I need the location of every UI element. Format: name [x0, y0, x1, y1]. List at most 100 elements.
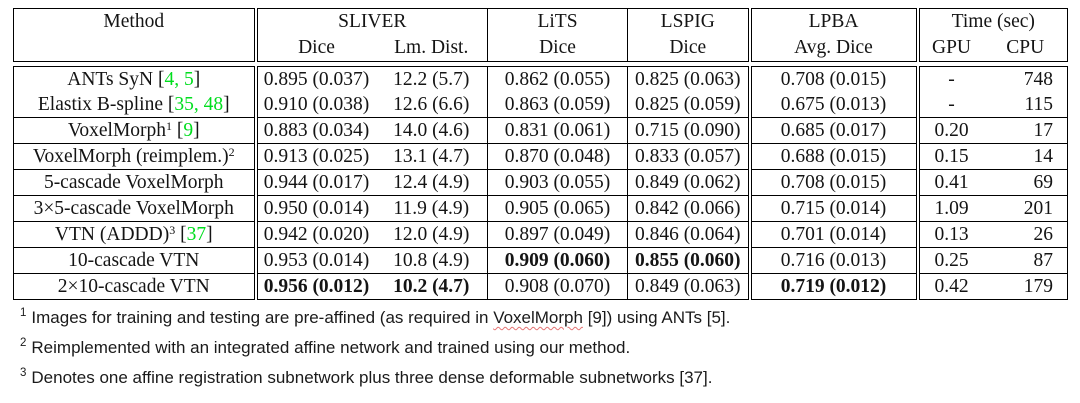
cpu-time-cell: 17	[983, 117, 1068, 144]
cpu-time-cell: 201	[983, 195, 1068, 222]
section-voxelmorph: VoxelMorph1 [9] 0.883 (0.034) 14.0 (4.6)…	[13, 117, 1068, 222]
subheader-sliver-dice: Dice	[253, 35, 376, 62]
lits-dice-cell: 0.870 (0.048)	[487, 143, 628, 170]
footnote-3-text: Denotes one affine registration subnetwo…	[31, 368, 713, 387]
method-name: VTN (ADDD)	[54, 223, 170, 245]
footnote-1-text: Images for training and testing are pre-…	[31, 308, 494, 327]
subheader-sliver-lm-dist: Lm. Dist.	[394, 37, 469, 58]
sliver-lm-dist-cell: 12.2 (5.7)	[393, 68, 470, 90]
method-cell: VoxelMorph (reimplem.)2	[13, 143, 256, 170]
cite-bracket-open: [	[153, 68, 165, 90]
gpu-time-cell: -	[915, 66, 984, 92]
cite-bracket-close: ]	[206, 223, 213, 245]
sliver-dice-cell: 0.944 (0.017)	[253, 169, 376, 196]
method-cell: VTN (ADDD)3 [37]	[13, 221, 256, 248]
method-cell: 3×5-cascade VoxelMorph	[13, 195, 256, 222]
cite-bracket-close: ]	[223, 93, 230, 115]
header-row-subcolumns: Dice Lm. Dist. Dice Dice Avg. Dice GPU C…	[14, 35, 1068, 62]
lspig-dice-cell: 0.846 (0.064)	[627, 221, 750, 248]
sliver-dice-cell: 0.910 (0.038)	[253, 92, 376, 118]
cite-bracket-open: [	[172, 119, 184, 141]
cpu-time-cell: 748	[1023, 68, 1053, 90]
citation-number: 35, 48	[174, 93, 224, 115]
table-row: 5-cascade VoxelMorph 0.944 (0.017) 12.4 …	[13, 169, 1068, 196]
citation-number: 37	[186, 223, 207, 245]
table-row: VTN (ADDD)3 [37] 0.942 (0.020) 12.0 (4.9…	[13, 221, 1068, 248]
lspig-dice-cell: 0.833 (0.057)	[627, 143, 750, 170]
lits-dice-cell: 0.909 (0.060)	[487, 247, 628, 274]
sliver-dice-cell: 0.913 (0.025)	[253, 143, 376, 170]
sliver-dice-cell: 0.883 (0.034)	[253, 117, 376, 144]
citation-number: 9	[183, 119, 194, 141]
gpu-time-cell: 0.42	[915, 273, 984, 300]
table-row: 2×10-cascade VTN 0.956 (0.012) 10.2 (4.7…	[13, 273, 1068, 300]
sliver-lm-dist-cell: 10.8 (4.9)	[375, 247, 488, 274]
table-row: VoxelMorph1 [9] 0.883 (0.034) 14.0 (4.6)…	[13, 117, 1068, 144]
table-row: ANTs SyN [4, 5] 0.895 (0.037) 12.2 (5.7)…	[14, 66, 1068, 93]
cite-bracket-open: [	[175, 223, 187, 245]
footnote-1-marker: 1	[20, 307, 27, 319]
sliver-dice-cell: 0.950 (0.014)	[253, 195, 376, 222]
sliver-lm-dist-cell: 13.1 (4.7)	[375, 143, 488, 170]
lpba-avg-dice-cell: 0.715 (0.014)	[747, 195, 918, 222]
cpu-time-cell: 87	[983, 247, 1068, 274]
section-vtn: VTN (ADDD)3 [37] 0.942 (0.020) 12.0 (4.9…	[13, 221, 1068, 300]
table-row: Elastix B-spline [35, 48] 0.910 (0.038) …	[14, 92, 1068, 118]
footnote-1-spellcheck-word: VoxelMorph	[493, 308, 583, 327]
footnote-2: 2 Reimplemented with an integrated affine…	[20, 333, 1070, 363]
cpu-time-cell: 14	[983, 143, 1068, 170]
gpu-time-cell: 1.09	[915, 195, 984, 222]
lpba-avg-dice-cell: 0.708 (0.015)	[747, 169, 918, 196]
lits-dice-cell: 0.905 (0.065)	[487, 195, 628, 222]
method-cell: Elastix B-spline [35, 48]	[14, 92, 256, 118]
cpu-time-cell: 26	[983, 221, 1068, 248]
method-cell: 2×10-cascade VTN	[13, 273, 256, 300]
gpu-time-cell: -	[915, 92, 984, 118]
column-header-method: Method	[103, 11, 165, 32]
lpba-avg-dice-cell: 0.685 (0.017)	[747, 117, 918, 144]
footnote-3: 3 Denotes one affine registration subnetw…	[20, 363, 1070, 393]
lits-dice-cell: 0.862 (0.055)	[487, 66, 628, 92]
method-name: 2×10-cascade VTN	[57, 275, 210, 297]
results-table: Method SLIVER LiTS LSPIG LPBA Time (sec)…	[13, 8, 1069, 300]
method-name: 10-cascade VTN	[68, 249, 200, 271]
subheader-lits-dice: Dice	[487, 35, 628, 62]
cite-bracket-close: ]	[193, 68, 201, 90]
cpu-time-cell: 69	[983, 169, 1068, 196]
footnote-2-marker: 2	[20, 337, 27, 349]
gpu-time-cell: 0.25	[915, 247, 984, 274]
footnotes: 1 Images for training and testing are pre…	[20, 303, 1070, 393]
lits-dice-cell: 0.903 (0.055)	[487, 169, 628, 196]
method-cell: ANTs SyN [4, 5]	[14, 67, 256, 93]
results-table-header: Method SLIVER LiTS LSPIG LPBA Time (sec)…	[13, 8, 1069, 62]
results-table-body: ANTs SyN [4, 5] 0.895 (0.037) 12.2 (5.7)…	[13, 66, 1068, 300]
lits-dice-cell: 0.897 (0.049)	[487, 221, 628, 248]
column-group-time: Time (sec)	[915, 8, 1068, 35]
lpba-avg-dice-cell: 0.708 (0.015)	[747, 66, 918, 92]
method-name: VoxelMorph (reimplem.)	[32, 145, 229, 167]
method-name: 3×5-cascade VoxelMorph	[33, 197, 234, 219]
table-row: 3×5-cascade VoxelMorph 0.950 (0.014) 11.…	[13, 195, 1068, 222]
method-name: ANTs SyN	[67, 68, 154, 90]
cite-bracket-close: ]	[193, 119, 200, 141]
lspig-dice-cell: 0.849 (0.063)	[627, 273, 750, 300]
cpu-time-cell: 115	[1024, 93, 1053, 115]
lspig-dice-cell: 0.715 (0.090)	[627, 117, 750, 144]
sliver-dice-cell: 0.895 (0.037)	[253, 66, 376, 92]
table-row: VoxelMorph (reimplem.)2 0.913 (0.025) 13…	[13, 143, 1068, 170]
lspig-dice-cell: 0.849 (0.062)	[627, 169, 750, 196]
lspig-dice-cell: 0.825 (0.063)	[627, 66, 750, 92]
subheader-time-gpu: GPU	[915, 35, 984, 62]
method-superscript: 3	[169, 222, 176, 237]
footnote-1: 1 Images for training and testing are pre…	[20, 303, 1070, 333]
gpu-time-cell: 0.13	[915, 221, 984, 248]
footnote-1-text-end: [9]) using ANTs [5].	[582, 308, 731, 327]
lits-dice-cell: 0.863 (0.059)	[487, 92, 628, 118]
lspig-dice-cell: 0.855 (0.060)	[627, 247, 750, 274]
cpu-time-cell: 179	[983, 273, 1068, 300]
lpba-avg-dice-cell: 0.675 (0.013)	[747, 92, 918, 118]
sliver-lm-dist-cell: 12.6 (6.6)	[393, 93, 470, 115]
method-superscript: 1	[166, 118, 173, 133]
method-name: VoxelMorph	[67, 119, 167, 141]
